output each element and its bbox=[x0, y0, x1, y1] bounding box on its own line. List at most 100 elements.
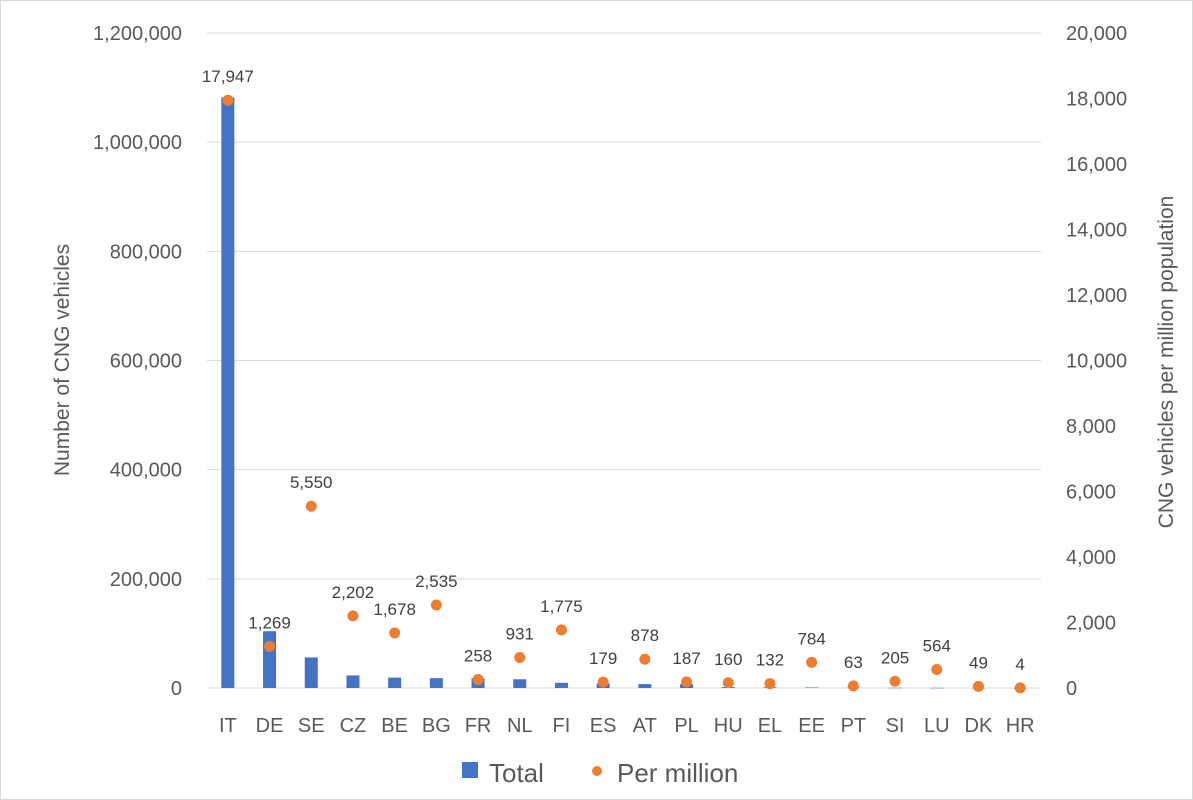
right-tick-label: 0 bbox=[1066, 678, 1077, 700]
x-tick-label: HU bbox=[714, 715, 743, 737]
point-pl bbox=[681, 676, 693, 688]
right-tick-label: 8,000 bbox=[1066, 416, 1116, 438]
point-fi bbox=[555, 624, 567, 636]
point-label-es: 179 bbox=[589, 649, 617, 668]
point-cz bbox=[347, 610, 359, 622]
left-tick-label: 1,200,000 bbox=[93, 23, 182, 45]
point-fr bbox=[472, 674, 484, 686]
bar-nl bbox=[513, 679, 527, 688]
right-tick-label: 10,000 bbox=[1066, 351, 1127, 373]
left-axis-ticks: 0 200,000 400,000 600,000 800,000 1,000,000 1,… bbox=[93, 23, 182, 700]
bar-be bbox=[388, 677, 402, 688]
point-hu bbox=[722, 677, 734, 689]
legend: Total Per million bbox=[462, 758, 738, 788]
bar-se bbox=[304, 657, 318, 688]
x-tick-label: PT bbox=[841, 715, 867, 737]
point-bg bbox=[430, 599, 442, 611]
point-label-cz: 2,202 bbox=[332, 583, 375, 602]
point-at bbox=[639, 653, 651, 665]
x-tick-label: BG bbox=[422, 715, 451, 737]
right-tick-label: 18,000 bbox=[1066, 89, 1127, 111]
x-tick-label: DK bbox=[965, 715, 993, 737]
left-tick-label: 400,000 bbox=[110, 460, 182, 482]
left-tick-label: 800,000 bbox=[110, 241, 182, 263]
point-lu bbox=[931, 664, 943, 676]
x-tick-label: EE bbox=[798, 715, 825, 737]
right-tick-label: 2,000 bbox=[1066, 613, 1116, 635]
x-axis-ticks: IT DE SE CZ BE BG FR NL FI ES AT PL HU EL EE PT SI LU DK HR bbox=[219, 715, 1035, 737]
bar-it bbox=[221, 97, 235, 689]
gridlines bbox=[207, 32, 1041, 689]
x-tick-label: SE bbox=[298, 715, 325, 737]
x-tick-label: EL bbox=[758, 715, 782, 737]
point-label-lu: 564 bbox=[923, 637, 951, 656]
x-tick-label: BE bbox=[381, 715, 408, 737]
point-label-pt: 63 bbox=[844, 653, 863, 672]
bar-cz bbox=[346, 675, 360, 688]
point-label-it: 17,947 bbox=[202, 67, 254, 86]
legend-label-per-million: Per million bbox=[617, 758, 738, 788]
x-tick-label: PL bbox=[674, 715, 698, 737]
right-axis-ticks: 0 2,000 4,000 6,000 8,000 10,000 12,000 14,000 1… bbox=[1066, 23, 1127, 700]
right-tick-label: 20,000 bbox=[1066, 23, 1127, 45]
legend-label-total: Total bbox=[489, 758, 544, 788]
legend-swatch-total bbox=[462, 762, 478, 778]
bar-si bbox=[888, 687, 902, 689]
left-tick-label: 0 bbox=[171, 678, 182, 700]
left-tick-label: 200,000 bbox=[110, 569, 182, 591]
x-tick-label: ES bbox=[590, 715, 617, 737]
left-tick-label: 1,000,000 bbox=[93, 132, 182, 154]
point-label-ee: 784 bbox=[797, 629, 825, 648]
right-tick-label: 6,000 bbox=[1066, 482, 1116, 504]
point-label-at: 878 bbox=[631, 626, 659, 645]
point-el bbox=[764, 678, 776, 690]
bar-ee bbox=[805, 687, 819, 688]
point-label-dk: 49 bbox=[969, 653, 988, 672]
x-tick-label: NL bbox=[507, 715, 533, 737]
point-si bbox=[889, 675, 901, 687]
point-label-nl: 931 bbox=[506, 625, 534, 644]
bar-bg bbox=[429, 678, 443, 688]
point-pt bbox=[847, 680, 859, 692]
point-dk bbox=[972, 680, 984, 692]
right-tick-label: 4,000 bbox=[1066, 547, 1116, 569]
point-be bbox=[389, 627, 401, 639]
point-label-pl: 187 bbox=[672, 649, 700, 668]
left-axis-title: Number of CNG vehicles bbox=[51, 244, 74, 476]
x-tick-label: DE bbox=[256, 715, 284, 737]
point-label-hu: 160 bbox=[714, 650, 742, 669]
point-it bbox=[222, 94, 234, 106]
x-tick-label: LU bbox=[924, 715, 950, 737]
bar-fi bbox=[554, 682, 568, 688]
x-tick-label: FI bbox=[553, 715, 571, 737]
point-label-be: 1,678 bbox=[373, 600, 416, 619]
bar-de bbox=[263, 631, 277, 688]
bar-at bbox=[638, 684, 652, 688]
point-label-se: 5,550 bbox=[290, 473, 333, 492]
point-se bbox=[305, 500, 317, 512]
x-tick-label: HR bbox=[1006, 715, 1035, 737]
point-label-hr: 4 bbox=[1015, 655, 1024, 674]
point-hr bbox=[1014, 682, 1026, 694]
x-tick-label: IT bbox=[219, 715, 237, 737]
left-tick-label: 600,000 bbox=[110, 351, 182, 373]
point-label-fi: 1,775 bbox=[540, 597, 583, 616]
x-tick-label: FR bbox=[465, 715, 492, 737]
point-series-per-million bbox=[222, 94, 1026, 694]
x-tick-label: CZ bbox=[340, 715, 367, 737]
point-label-el: 132 bbox=[756, 651, 784, 670]
right-tick-label: 16,000 bbox=[1066, 154, 1127, 176]
x-tick-label: SI bbox=[886, 715, 905, 737]
point-label-de: 1,269 bbox=[248, 613, 291, 632]
right-axis-title: CNG vehicles per million population bbox=[1155, 196, 1178, 529]
legend-marker-per-million bbox=[592, 766, 602, 776]
point-de bbox=[264, 640, 276, 652]
bar-lu bbox=[930, 687, 944, 689]
point-nl bbox=[514, 652, 526, 664]
point-es bbox=[597, 676, 609, 688]
right-tick-label: 12,000 bbox=[1066, 285, 1127, 307]
point-ee bbox=[806, 656, 818, 668]
